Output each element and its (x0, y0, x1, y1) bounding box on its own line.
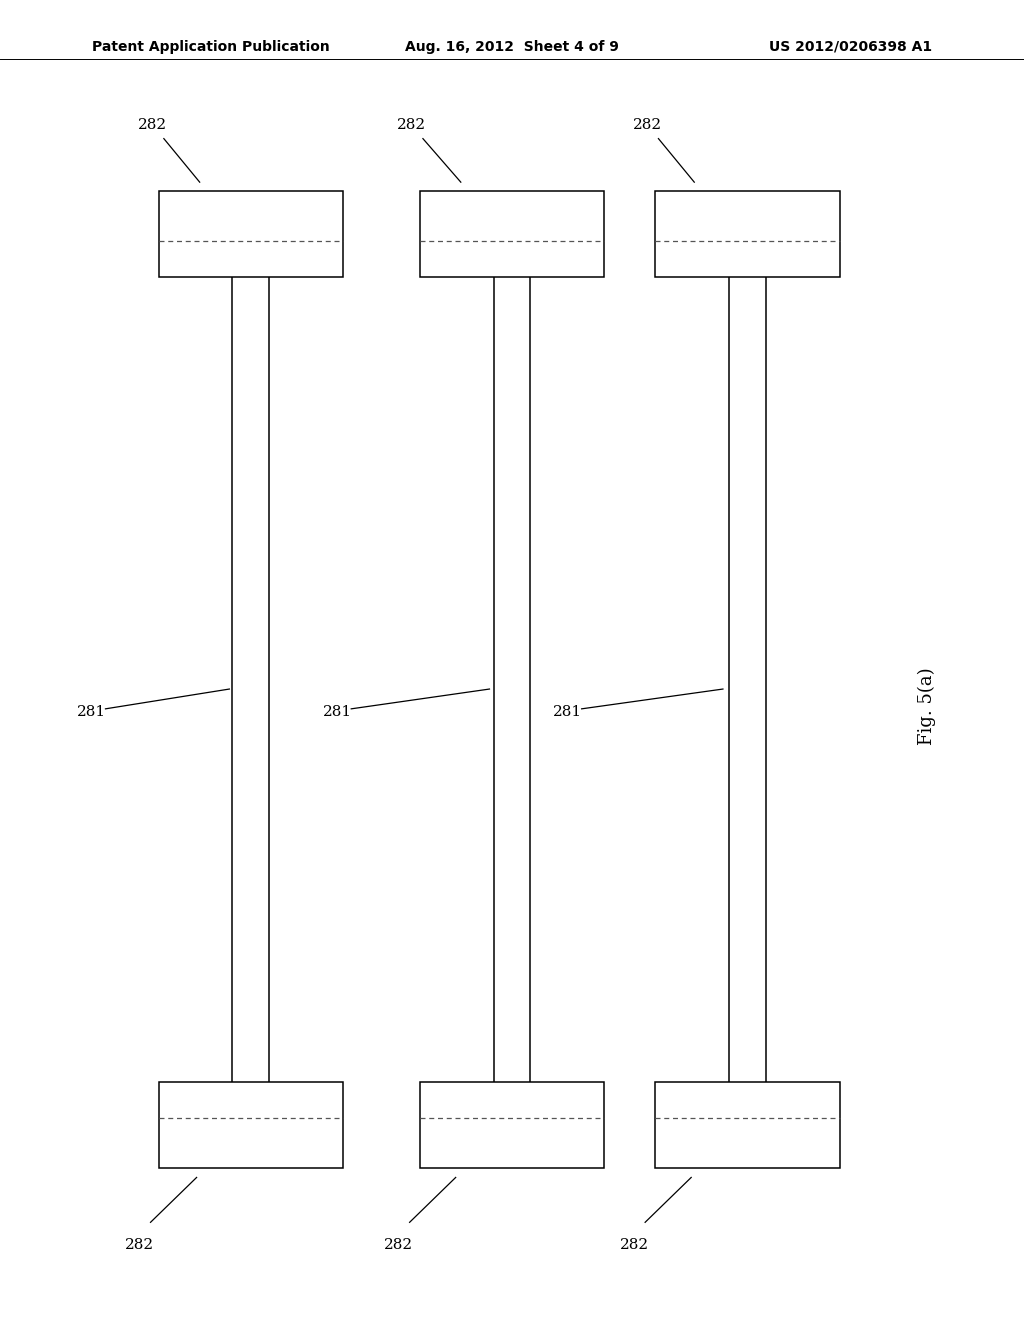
Polygon shape (159, 191, 343, 277)
Polygon shape (159, 1082, 343, 1168)
Text: 282: 282 (384, 1238, 413, 1253)
Text: 282: 282 (397, 117, 426, 132)
Text: 281: 281 (553, 705, 582, 719)
Polygon shape (420, 1082, 604, 1168)
Text: 281: 281 (323, 705, 351, 719)
Polygon shape (655, 1082, 840, 1168)
Text: Patent Application Publication: Patent Application Publication (92, 40, 330, 54)
Text: 282: 282 (620, 1238, 648, 1253)
Text: 282: 282 (633, 117, 662, 132)
Text: 282: 282 (138, 117, 167, 132)
Text: Aug. 16, 2012  Sheet 4 of 9: Aug. 16, 2012 Sheet 4 of 9 (406, 40, 618, 54)
Text: Fig. 5(a): Fig. 5(a) (918, 668, 936, 744)
Polygon shape (655, 191, 840, 277)
Polygon shape (420, 191, 604, 277)
Text: 281: 281 (77, 705, 105, 719)
Text: US 2012/0206398 A1: US 2012/0206398 A1 (769, 40, 932, 54)
Text: 282: 282 (125, 1238, 154, 1253)
